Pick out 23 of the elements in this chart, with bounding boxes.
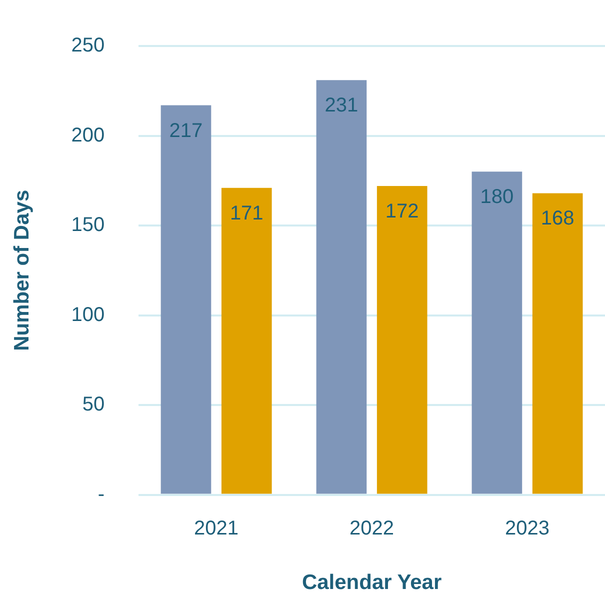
data-label: 217 xyxy=(169,120,203,142)
bar xyxy=(160,105,212,494)
bar xyxy=(532,193,583,494)
y-axis-title: Number of Days xyxy=(10,190,34,351)
x-tick-label: 2023 xyxy=(505,517,550,540)
data-label: 168 xyxy=(540,208,574,230)
data-label: 171 xyxy=(230,202,264,224)
x-tick-label: 2022 xyxy=(350,517,394,540)
x-axis-title: Calendar Year xyxy=(302,571,442,594)
data-label: 180 xyxy=(480,186,514,208)
bar xyxy=(376,186,428,494)
y-tick-label: 100 xyxy=(71,304,105,326)
x-tick-label: 2021 xyxy=(194,517,239,540)
bar xyxy=(316,80,367,494)
bar xyxy=(221,188,272,494)
data-label: 231 xyxy=(324,94,358,117)
y-tick-label: 150 xyxy=(71,214,105,236)
data-label: 172 xyxy=(385,200,419,223)
y-tick-label: 200 xyxy=(71,124,105,146)
y-tick-label: 50 xyxy=(82,394,105,416)
y-tick-label: 250 xyxy=(71,34,105,57)
bar xyxy=(472,172,522,494)
y-tick-label: - xyxy=(98,483,105,506)
